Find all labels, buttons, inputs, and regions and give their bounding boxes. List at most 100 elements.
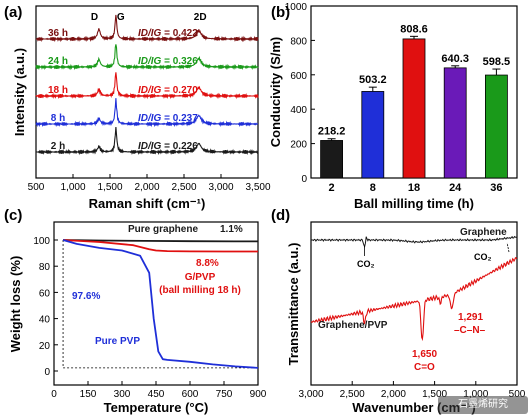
raman-ratio-label: ID/IG = 0.422 [138, 28, 198, 39]
raman-peak-label-2D: 2D [194, 12, 207, 23]
ftir-annotation-co2-b: CO₂ [474, 252, 492, 262]
tga-y-tick-label: 40 [39, 315, 51, 326]
conductivity-bar-24 [443, 67, 467, 179]
panel-label-c: (c) [4, 207, 22, 224]
tga-annotation-pvp: 97.6% [72, 291, 100, 302]
ftir-line-graphene [310, 235, 518, 249]
conductivity-value-label: 218.2 [318, 126, 346, 138]
conductivity-x-axis-label: Ball milling time (h) [354, 196, 474, 211]
ftir-panel: 3,000 2,500 2,000 1,500 1,000 500 Graphene Gr… [286, 221, 526, 415]
tga-x-axis-label: Temperature (°C) [104, 400, 209, 415]
tga-y-tick-label: 80 [39, 262, 51, 273]
tga-x-tick-label: 750 [216, 389, 233, 400]
raman-line-24h [35, 44, 259, 71]
tga-x-ticks: 0 150 300 450 600 750 900 [51, 381, 267, 400]
conductivity-y-tick-label: 0 [301, 174, 307, 185]
tga-annotation-graphene: 1.1% [220, 224, 243, 235]
raman-series-name: 24 h [48, 56, 68, 67]
conductivity-bar-8 [361, 91, 385, 179]
conductivity-x-ticks: 2 8 18 24 36 [329, 182, 503, 194]
raman-ratio-label: ID/IG = 0.237 [138, 113, 198, 124]
conductivity-x-tick-label: 18 [408, 182, 420, 194]
raman-series-name: 2 h [51, 141, 65, 152]
tga-label-pure-pvp: Pure PVP [95, 336, 140, 347]
conductivity-y-tick-label: 600 [290, 71, 307, 82]
raman-x-axis-label: Raman shift (cm⁻¹) [89, 196, 206, 211]
ftir-annotation-co2-a: CO₂ [357, 259, 375, 269]
ftir-label-graphene: Graphene [460, 227, 507, 238]
raman-x-tick-label: 500 [28, 182, 45, 193]
conductivity-value-label: 808.6 [400, 23, 428, 35]
panel-label-b: (b) [271, 4, 290, 21]
conductivity-bar-18 [402, 38, 426, 179]
ftir-label-graphene-pvp: Graphene/PVP [318, 320, 388, 331]
tga-y-tick-label: 60 [39, 288, 51, 299]
ftir-x-tick-label: 2,500 [340, 389, 365, 400]
tga-y-tick-label: 20 [39, 341, 51, 352]
raman-peak-labels: D G 2D [91, 12, 207, 23]
tga-line-1 [63, 239, 258, 253]
conductivity-x-tick-label: 2 [329, 182, 335, 194]
tga-annotation-gpvp: 8.8% [196, 258, 219, 269]
tga-panel: 0 20 40 60 80 100 0 150 300 450 600 750 900 Pure gr… [8, 221, 267, 415]
raman-series-name: 8 h [51, 113, 65, 124]
ftir-annotation-co: C=O [414, 362, 435, 373]
ftir-annotation-1291: 1,291 [458, 312, 483, 323]
panel-label-d: (d) [271, 207, 290, 224]
raman-line-18h [35, 72, 259, 100]
raman-series-labels: 2 h ID/IG = 0.226 8 h ID/IG = 0.237 18 h ID/I… [48, 28, 198, 152]
conductivity-y-tick-label: 200 [290, 140, 307, 151]
ftir-x-tick-label: 500 [509, 389, 526, 400]
tga-x-tick-label: 900 [250, 389, 267, 400]
raman-series-name: 36 h [48, 28, 68, 39]
raman-line-2h [35, 126, 259, 156]
ftir-curves [310, 235, 518, 342]
tga-curves [62, 239, 259, 369]
raman-line-8h [35, 98, 259, 128]
ftir-line-graphene-pvp [310, 257, 518, 342]
raman-ratio-label: ID/IG = 0.326 [138, 56, 198, 67]
ftir-x-tick-label: 1,500 [422, 389, 447, 400]
conductivity-value-label: 598.5 [483, 56, 511, 68]
tga-x-tick-label: 300 [114, 389, 131, 400]
tga-x-tick-label: 150 [80, 389, 97, 400]
conductivity-y-tick-label: 400 [290, 105, 307, 116]
conductivity-y-tick-label: 800 [290, 36, 307, 47]
raman-x-tick-label: 2,000 [134, 182, 159, 193]
raman-curves [35, 14, 259, 156]
tga-x-tick-label: 0 [51, 389, 57, 400]
ftir-x-tick-label: 1,000 [463, 389, 488, 400]
ftir-x-tick-label: 3,000 [298, 389, 323, 400]
tga-label-pure-graphene: Pure graphene [128, 224, 198, 235]
ftir-annotation-1650: 1,650 [412, 349, 437, 360]
tga-y-tick-label: 100 [33, 236, 50, 247]
conductivity-bar-2 [320, 140, 344, 179]
tga-y-ticks: 0 20 40 60 80 100 [33, 236, 58, 378]
raman-x-ticks: 500 1,000 1,500 2,000 2,500 3,000 3,500 [28, 174, 271, 193]
conductivity-x-tick-label: 24 [449, 182, 462, 194]
conductivity-y-tick-label: 1000 [285, 2, 308, 13]
raman-x-tick-label: 1,000 [60, 182, 85, 193]
ftir-x-tick-label: 2,000 [381, 389, 406, 400]
tga-x-tick-label: 450 [148, 389, 165, 400]
tga-line-2 [62, 239, 259, 369]
tga-y-axis-label: Weight loss (%) [8, 256, 23, 353]
tga-line-0 [63, 239, 258, 243]
raman-ratio-label: ID/IG = 0.226 [138, 141, 198, 152]
conductivity-bars: 218.2 503.2 808.6 640.3 598.5 [318, 23, 511, 179]
ftir-arrow-co2-b [506, 242, 510, 253]
raman-x-tick-label: 2,500 [171, 182, 196, 193]
conductivity-y-axis-label: Conducivity (S/m) [268, 37, 283, 148]
raman-y-axis-label: Intensity (a.u.) [12, 48, 27, 136]
conductivity-panel: 218.2 503.2 808.6 640.3 598.5 0 200 400 600 800 1… [268, 2, 518, 211]
raman-peak-label-G: G [117, 12, 125, 23]
tga-x-tick-label: 600 [182, 389, 199, 400]
ftir-annotation-ccn: –C–N– [454, 325, 486, 336]
raman-x-tick-label: 3,000 [208, 182, 233, 193]
raman-x-tick-label: 3,500 [245, 182, 270, 193]
conductivity-x-tick-label: 36 [490, 182, 502, 194]
raman-x-tick-label: 1,500 [97, 182, 122, 193]
conductivity-bar-36 [484, 74, 508, 179]
conductivity-x-tick-label: 8 [370, 182, 376, 194]
